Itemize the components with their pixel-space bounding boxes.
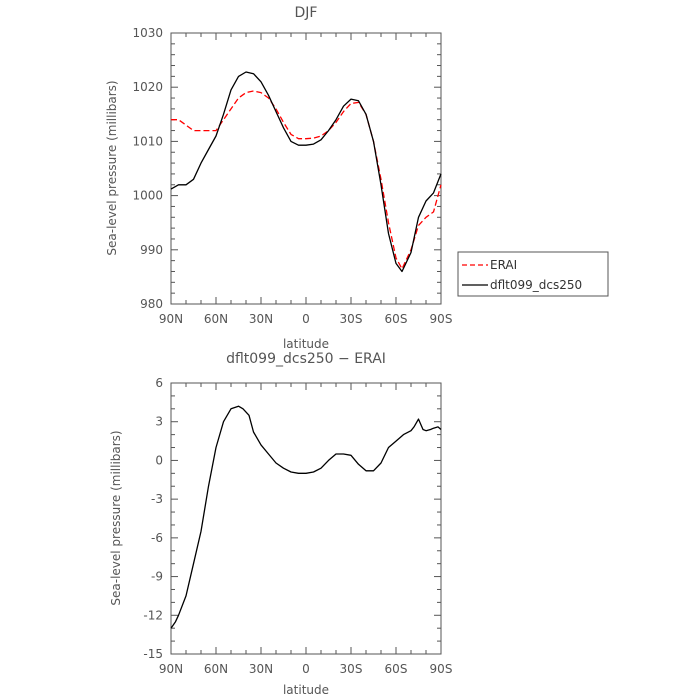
y-axis-label: Sea-level pressure (millibars) <box>109 430 123 605</box>
y-tick-label: 0 <box>155 453 163 467</box>
panel-difference: dflt099_dcs250 − ERAI latitude Sea-level… <box>109 351 452 697</box>
x-tick-label: 30N <box>249 662 273 676</box>
x-axis-label: latitude <box>283 683 329 697</box>
x-tick-label: 90N <box>159 662 183 676</box>
y-tick-label: 980 <box>140 297 163 311</box>
legend-box <box>457 251 609 297</box>
panel-djf: DJF latitude Sea-level pressure (milliba… <box>105 5 609 351</box>
series-line-0 <box>171 90 442 270</box>
plot-area: 90N 60N 30N 0 30S 60S 90S -15 -12 -9 -6 -3 0 3 6 <box>143 376 452 676</box>
y-tick-label: 1030 <box>132 26 163 40</box>
series-line-1 <box>170 71 442 273</box>
x-tick-label: 60N <box>204 662 228 676</box>
y-tick-label: -12 <box>143 608 163 622</box>
x-tick-label: 0 <box>302 312 310 326</box>
y-axis-label: Sea-level pressure (millibars) <box>105 80 119 255</box>
y-tick-label: 1010 <box>132 134 163 148</box>
plot-area: 90N 60N 30N 0 30S 60S 90S 980 990 1000 1010 1020 103… <box>132 26 452 326</box>
y-tick-label: -9 <box>151 570 163 584</box>
y-tick-label: 3 <box>155 415 163 429</box>
y-tick-label: -15 <box>143 647 163 661</box>
x-tick-label: 60S <box>385 662 408 676</box>
y-tick-label: 1020 <box>132 80 163 94</box>
series-line-0 <box>170 405 442 629</box>
y-tick-label: -6 <box>151 531 163 545</box>
y-tick-label: -3 <box>151 492 163 506</box>
legend-label-erai: ERAI <box>490 258 517 272</box>
x-tick-label: 30S <box>340 312 363 326</box>
legend: ERAI dflt099_dcs250 <box>457 251 609 297</box>
x-tick-label: 60N <box>204 312 228 326</box>
x-tick-label: 90N <box>159 312 183 326</box>
y-tick-label: 1000 <box>132 189 163 203</box>
chart-title: dflt099_dcs250 − ERAI <box>226 351 386 367</box>
x-tick-label: 90S <box>430 312 453 326</box>
x-tick-label: 30N <box>249 312 273 326</box>
x-axis-label: latitude <box>283 337 329 351</box>
legend-label-dflt: dflt099_dcs250 <box>490 278 582 292</box>
chart-title: DJF <box>295 5 318 21</box>
plot-frame <box>170 382 442 655</box>
plot-frame <box>170 32 442 305</box>
y-tick-label: 6 <box>155 376 163 390</box>
x-tick-label: 60S <box>385 312 408 326</box>
x-tick-label: 90S <box>430 662 453 676</box>
x-tick-label: 30S <box>340 662 363 676</box>
x-tick-label: 0 <box>302 662 310 676</box>
y-tick-label: 990 <box>140 243 163 257</box>
